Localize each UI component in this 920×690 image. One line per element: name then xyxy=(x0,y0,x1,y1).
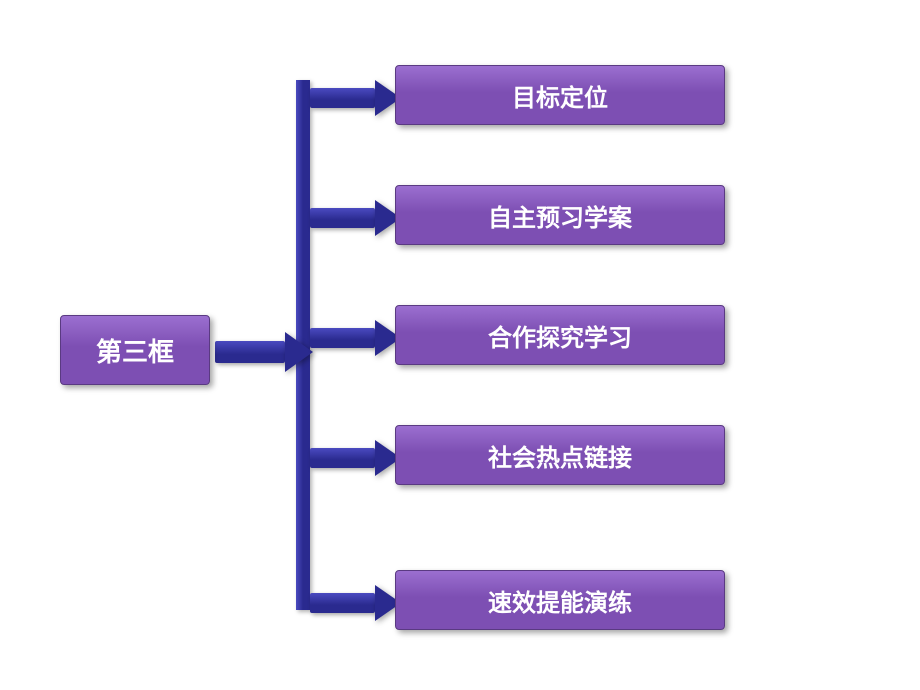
arrow-shaft xyxy=(310,88,375,108)
child-label: 社会热点链接 xyxy=(488,438,632,473)
arrow-head-icon xyxy=(285,332,313,372)
org-diagram: 第三框 目标定位自主预习学案合作探究学习社会热点链接速效提能演练 xyxy=(0,0,920,690)
arrow-shaft xyxy=(310,593,375,613)
child-label: 自主预习学案 xyxy=(488,198,632,233)
child-arrow-4 xyxy=(310,585,401,621)
child-arrow-2 xyxy=(310,320,401,356)
root-arrow xyxy=(215,332,313,372)
child-node-2: 合作探究学习 xyxy=(395,305,725,365)
child-node-0: 目标定位 xyxy=(395,65,725,125)
arrow-shaft xyxy=(310,328,375,348)
child-node-4: 速效提能演练 xyxy=(395,570,725,630)
child-label: 速效提能演练 xyxy=(488,583,632,618)
child-arrow-3 xyxy=(310,440,401,476)
child-arrow-0 xyxy=(310,80,401,116)
child-arrow-1 xyxy=(310,200,401,236)
arrow-shaft xyxy=(310,208,375,228)
child-node-1: 自主预习学案 xyxy=(395,185,725,245)
child-label: 目标定位 xyxy=(512,78,608,113)
child-node-3: 社会热点链接 xyxy=(395,425,725,485)
root-node: 第三框 xyxy=(60,315,210,385)
root-label: 第三框 xyxy=(96,332,174,369)
arrow-shaft xyxy=(215,341,285,363)
child-label: 合作探究学习 xyxy=(488,318,632,353)
arrow-shaft xyxy=(310,448,375,468)
